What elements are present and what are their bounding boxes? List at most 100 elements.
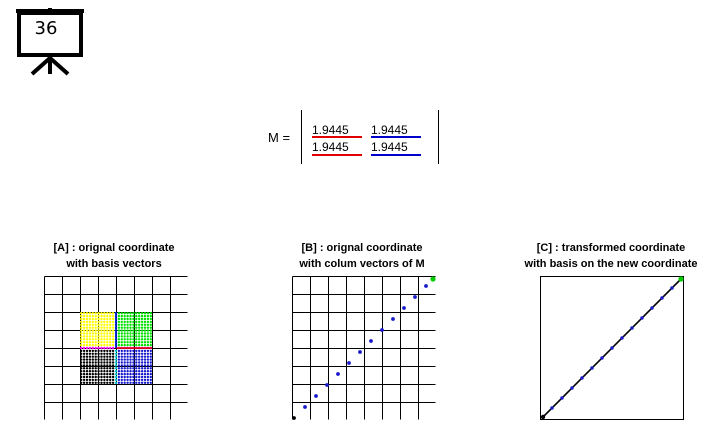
point bbox=[88, 326, 92, 329]
point bbox=[117, 323, 121, 326]
point bbox=[97, 317, 100, 321]
point bbox=[88, 381, 92, 384]
point bbox=[94, 314, 97, 318]
point bbox=[88, 323, 92, 326]
point bbox=[82, 326, 86, 329]
point bbox=[146, 381, 150, 384]
point bbox=[135, 370, 138, 373]
point bbox=[132, 317, 135, 321]
point bbox=[91, 335, 94, 338]
point bbox=[135, 367, 138, 370]
point bbox=[117, 326, 121, 329]
point bbox=[135, 317, 138, 321]
point bbox=[143, 332, 147, 335]
point bbox=[103, 361, 106, 364]
point bbox=[103, 381, 106, 384]
point bbox=[82, 355, 86, 358]
point bbox=[97, 343, 100, 347]
point bbox=[358, 350, 362, 354]
point bbox=[138, 378, 141, 382]
point bbox=[126, 326, 129, 329]
matrix-right-bar bbox=[438, 110, 439, 164]
point bbox=[94, 312, 97, 315]
point bbox=[149, 361, 152, 364]
point bbox=[91, 346, 94, 350]
point bbox=[85, 375, 89, 379]
point bbox=[85, 361, 89, 364]
point bbox=[106, 341, 109, 344]
point bbox=[135, 326, 138, 329]
point bbox=[123, 323, 126, 326]
point bbox=[129, 358, 132, 361]
point bbox=[146, 312, 150, 315]
point bbox=[106, 378, 109, 382]
point bbox=[111, 332, 115, 335]
point bbox=[80, 341, 83, 344]
point bbox=[117, 317, 121, 321]
point bbox=[88, 361, 92, 364]
point bbox=[80, 370, 83, 373]
point bbox=[82, 335, 86, 338]
slide-number: 36 bbox=[34, 18, 58, 39]
point bbox=[82, 329, 86, 332]
point bbox=[140, 352, 144, 355]
point bbox=[88, 329, 92, 332]
point bbox=[391, 317, 395, 321]
point bbox=[100, 378, 103, 382]
point bbox=[610, 346, 614, 350]
point bbox=[97, 323, 100, 326]
point bbox=[103, 329, 106, 332]
point bbox=[132, 323, 135, 326]
point bbox=[149, 372, 152, 376]
point bbox=[114, 378, 118, 382]
point bbox=[123, 367, 126, 370]
point bbox=[91, 361, 94, 364]
origin-point bbox=[292, 416, 296, 420]
point bbox=[123, 378, 126, 382]
point bbox=[88, 343, 92, 347]
point bbox=[88, 355, 92, 358]
point bbox=[120, 317, 124, 321]
point bbox=[140, 349, 144, 353]
point bbox=[117, 370, 121, 373]
point bbox=[135, 355, 138, 358]
point bbox=[138, 343, 141, 347]
point bbox=[140, 370, 144, 373]
point bbox=[94, 349, 97, 353]
point bbox=[138, 329, 141, 332]
point bbox=[129, 320, 132, 324]
point bbox=[82, 323, 86, 326]
point bbox=[135, 352, 138, 355]
point bbox=[85, 370, 89, 373]
point bbox=[123, 352, 126, 355]
point bbox=[82, 312, 86, 315]
point bbox=[80, 367, 83, 370]
point bbox=[135, 358, 138, 361]
point bbox=[123, 335, 126, 338]
point bbox=[132, 352, 135, 355]
point bbox=[143, 338, 147, 341]
point bbox=[97, 367, 100, 370]
point bbox=[120, 355, 124, 358]
point bbox=[132, 378, 135, 382]
point bbox=[103, 370, 106, 373]
point bbox=[149, 364, 152, 367]
point bbox=[135, 361, 138, 364]
point bbox=[94, 346, 97, 350]
plot-frame bbox=[540, 276, 684, 420]
point bbox=[109, 314, 112, 318]
point bbox=[85, 312, 89, 315]
point bbox=[85, 317, 89, 321]
point bbox=[91, 349, 94, 353]
point bbox=[111, 352, 115, 355]
point bbox=[126, 378, 129, 382]
point bbox=[100, 317, 103, 321]
point bbox=[114, 367, 118, 370]
point bbox=[82, 314, 86, 318]
point bbox=[106, 329, 109, 332]
point bbox=[97, 361, 100, 364]
point bbox=[126, 370, 129, 373]
point bbox=[106, 314, 109, 318]
point bbox=[94, 341, 97, 344]
point bbox=[140, 375, 144, 379]
